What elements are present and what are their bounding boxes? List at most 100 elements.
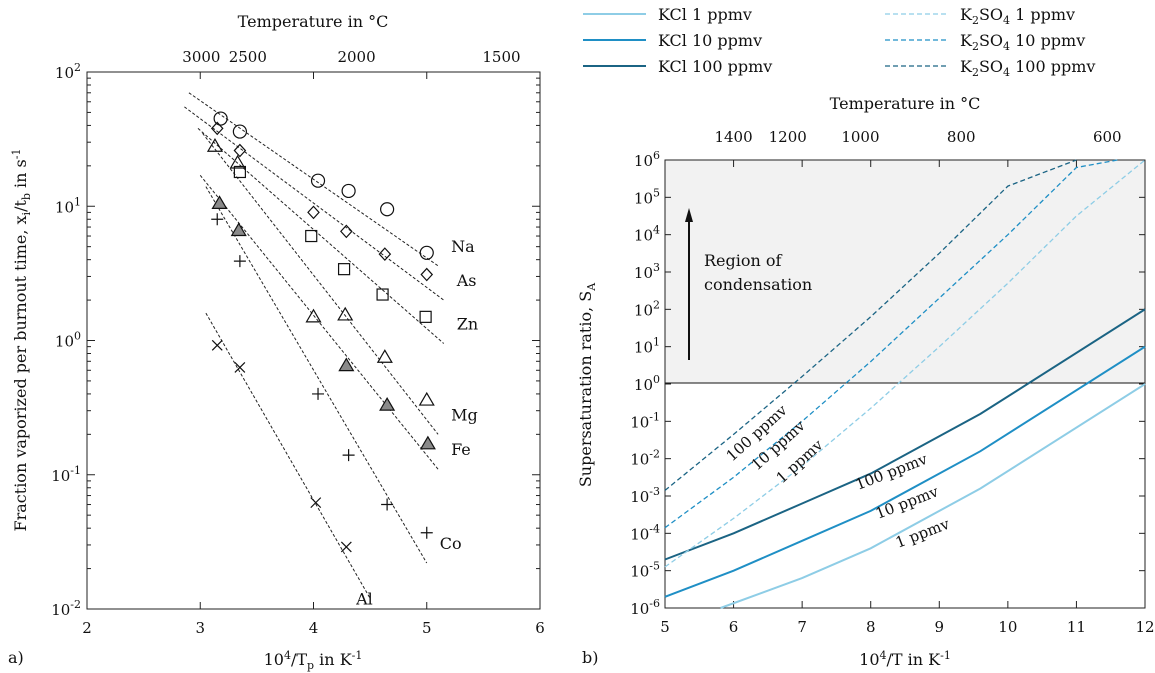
top-tick-label: 1200 xyxy=(769,128,807,146)
panel-b-top-axis-label: Temperature in °C xyxy=(830,94,981,113)
panel-a-data-points xyxy=(206,111,436,553)
panel-b-x-ticks: 5 6 7 8 9 10 11 12 xyxy=(660,160,1155,636)
point-co xyxy=(342,449,355,462)
y-tick-label: 10-5 xyxy=(630,560,660,581)
point-zn xyxy=(305,229,318,243)
fit-line-as xyxy=(184,106,445,301)
point-co xyxy=(233,255,246,268)
legend-label: KCl 1 ppmv xyxy=(658,5,752,24)
point-as xyxy=(420,267,434,282)
legend-label: K2SO4 1 ppmv xyxy=(960,5,1075,27)
panel-a-series-labels: Na As Zn Mg Fe Co Al xyxy=(355,237,478,609)
y-tick-label: 10-6 xyxy=(630,597,660,618)
point-fe xyxy=(338,357,355,372)
series-line-k2so4-1-ppmv xyxy=(664,159,1146,568)
x-tick-label: 6 xyxy=(729,618,739,636)
point-co xyxy=(312,387,325,400)
point-na xyxy=(380,202,395,217)
y-tick-label: 104 xyxy=(634,224,660,245)
region-label-line-2: condensation xyxy=(704,275,812,294)
top-tick-label: 600 xyxy=(1093,128,1122,146)
annotation-solid-100: 100 ppmv xyxy=(853,450,930,494)
point-al xyxy=(234,362,246,373)
fit-line-zn xyxy=(197,128,445,344)
point-zn xyxy=(233,165,246,179)
y-tick-label: 10-4 xyxy=(630,522,660,543)
legend-label: KCl 100 ppmv xyxy=(658,57,772,76)
x-tick-label: 5 xyxy=(660,618,670,636)
panel-a-y-axis-label: Fraction vaporized per burnout time, xi/… xyxy=(10,149,33,532)
y-tick-label: 103 xyxy=(634,261,660,282)
panel-b-top-ticks: 1400 1200 1000 800 600 xyxy=(714,128,1121,146)
top-tick-label: 800 xyxy=(947,128,976,146)
panel-a-label: a) xyxy=(8,648,24,667)
point-as xyxy=(378,247,392,262)
top-tick-label: 2500 xyxy=(229,48,267,66)
legend-label: KCl 10 ppmv xyxy=(658,31,762,50)
series-label-zn: Zn xyxy=(457,314,478,333)
panel-a-x-axis-label: 104/Tp in K-1 xyxy=(264,649,363,672)
x-tick-label: 3 xyxy=(195,619,205,637)
series-label-as: As xyxy=(456,271,477,290)
y-tick-label: 105 xyxy=(634,186,660,207)
panel-a: 2 3 4 5 6 10-2 10-1 100 101 102 3000 2500 2000 1500… xyxy=(8,12,545,672)
x-tick-label: 9 xyxy=(935,618,945,636)
fit-line-co xyxy=(205,186,428,564)
point-al xyxy=(340,541,352,553)
point-as xyxy=(210,121,224,136)
fit-line-fe xyxy=(199,174,439,470)
region-label-line-1: Region of xyxy=(704,251,783,270)
point-mg xyxy=(337,306,354,321)
fit-line-al xyxy=(205,312,371,599)
y-tick-label: 10-2 xyxy=(51,598,81,619)
point-mg xyxy=(206,138,224,152)
point-na xyxy=(341,183,356,199)
x-tick-label: 12 xyxy=(1135,618,1154,636)
y-tick-label: 10-3 xyxy=(630,485,660,506)
point-fe xyxy=(211,195,228,210)
point-zn xyxy=(337,263,351,276)
series-label-al: Al xyxy=(355,589,373,608)
y-tick-label: 10-1 xyxy=(51,464,81,485)
panel-b: 5 6 7 8 9 10 11 12 10-6 10-5 10-4 10-3 10-2 10-1 100 1… xyxy=(576,5,1155,669)
fit-line-mg xyxy=(202,132,439,435)
series-line-k2so4-10-ppmv xyxy=(664,159,1118,529)
series-label-fe: Fe xyxy=(451,440,471,459)
y-tick-label: 102 xyxy=(634,298,660,319)
x-tick-label: 2 xyxy=(82,619,92,637)
y-tick-label: 106 xyxy=(634,149,660,170)
point-na xyxy=(232,124,247,139)
point-na xyxy=(419,245,434,260)
x-tick-label: 11 xyxy=(1067,618,1086,636)
panel-a-top-axis-label: Temperature in °C xyxy=(238,12,389,31)
condensation-region xyxy=(665,160,1145,383)
legend-label: K2SO4 100 ppmv xyxy=(960,57,1095,79)
point-zn xyxy=(419,310,432,323)
panel-a-fit-lines xyxy=(184,92,445,599)
y-tick-label: 100 xyxy=(55,330,81,351)
condensation-arrow-head xyxy=(685,208,693,222)
point-na xyxy=(213,111,228,126)
x-tick-label: 7 xyxy=(797,618,807,636)
y-tick-label: 100 xyxy=(634,373,660,394)
series-line-kcl-10-ppmv xyxy=(664,345,1146,598)
top-tick-label: 1400 xyxy=(714,128,752,146)
x-tick-label: 4 xyxy=(309,619,319,637)
series-line-kcl-100-ppmv xyxy=(664,308,1146,561)
y-tick-label: 101 xyxy=(55,195,81,216)
x-tick-label: 5 xyxy=(422,619,432,637)
x-tick-label: 6 xyxy=(535,619,545,637)
point-as xyxy=(340,224,353,239)
series-label-mg: Mg xyxy=(451,405,478,424)
point-zn xyxy=(376,288,389,301)
x-tick-label: 8 xyxy=(866,618,876,636)
series-line-k2so4-100-ppmv xyxy=(664,159,1077,491)
series-line-kcl-1-ppmv xyxy=(720,383,1146,609)
point-as xyxy=(233,143,247,158)
panel-a-x-ticks: 2 3 4 5 6 xyxy=(82,72,545,637)
panel-a-plot-frame xyxy=(86,71,541,610)
point-mg xyxy=(305,308,322,323)
point-as xyxy=(307,205,320,220)
point-al xyxy=(211,339,223,351)
point-al xyxy=(310,497,322,509)
